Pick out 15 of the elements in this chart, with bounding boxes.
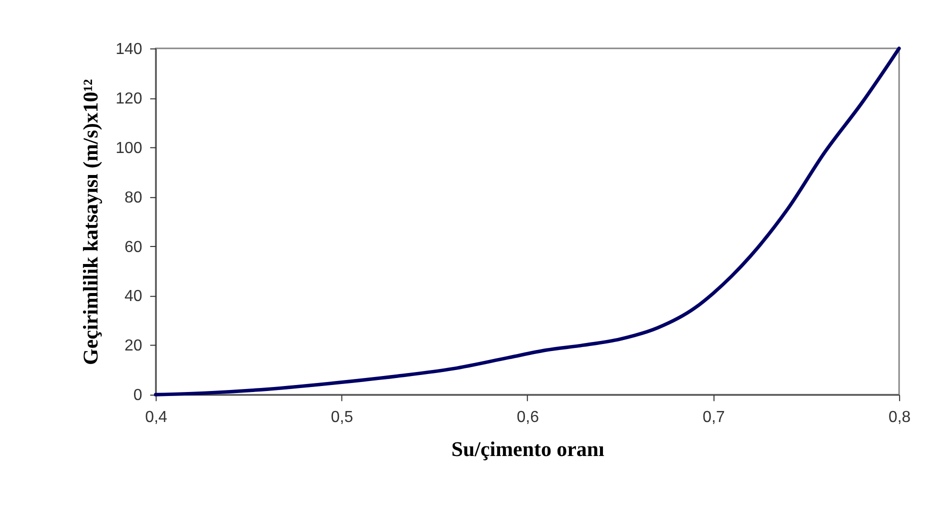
y-axis-title: Geçirimlilik katsayısı (m/s)x10¹² [78,79,103,365]
y-tick-label: 40 [124,288,142,306]
x-tick-label: 0,5 [330,409,354,426]
x-tick-label: 0,6 [516,409,540,426]
y-tick-label: 100 [116,140,142,157]
x-tick-label: 0,8 [888,409,911,426]
y-tick-label: 60 [124,238,142,256]
x-tick-label: 0,7 [702,409,725,426]
y-tick-label: 140 [116,40,142,58]
y-tick-label: 0 [133,387,142,404]
y-tick-label: 120 [116,90,142,108]
y-tick-label: 80 [124,189,142,206]
y-tick-label: 20 [124,338,142,355]
x-axis-title: Su/çimento oranı [451,437,605,462]
x-tick-label: 0,4 [145,409,168,426]
